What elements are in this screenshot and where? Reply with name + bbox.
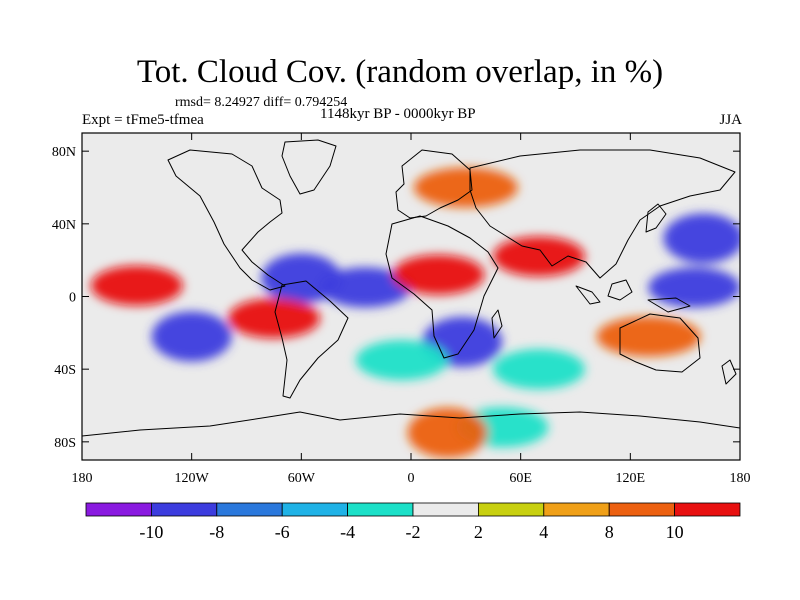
field-anomaly-2 [151, 311, 232, 362]
lon-tick-label: 120W [175, 471, 210, 486]
chart-title: Tot. Cloud Cov. (random overlap, in %) [136, 54, 664, 90]
coast-greenland [281, 139, 337, 195]
colorbar-label: 10 [666, 522, 684, 542]
colorbar-label: -8 [209, 522, 224, 542]
colorbar-swatch [674, 502, 741, 517]
map-axes: 180 120W 60W 0 60E 120E 180 80N 40N 0 40S 80S [52, 133, 751, 486]
period-label: 1148kyr BP - 0000kyr BP [320, 106, 476, 122]
coast-south-america [274, 280, 349, 399]
coast-asia [469, 149, 736, 279]
lat-tick-label: 40N [52, 218, 76, 233]
lon-tick-label: 180 [730, 471, 751, 486]
colorbar-label: -4 [340, 522, 355, 542]
coast-japan [645, 203, 667, 233]
field-anomaly-13 [492, 349, 585, 390]
coast-madagascar [491, 309, 503, 339]
colorbar-swatch [477, 502, 545, 517]
colorbar-swatch [608, 502, 676, 517]
colorbar-label: -6 [275, 522, 290, 542]
lat-tick-label: 80S [54, 436, 76, 451]
field-anomaly-1 [261, 253, 342, 304]
colorbar-label: 2 [474, 522, 483, 542]
coast-north-america [167, 149, 286, 291]
coast-europe [395, 149, 473, 219]
lon-tick-label: 120E [616, 471, 646, 486]
stats-line: rmsd= 8.24927 diff= 0.794254 [175, 95, 348, 110]
colorbar: -10 -8 -6 -4 -2 2 4 8 10 [85, 502, 741, 542]
colorbar-label: 4 [539, 522, 548, 542]
field-anomaly-3 [90, 265, 183, 306]
experiment-label: Expt = tFme5-tfmea [82, 112, 204, 128]
lon-tick-label: 60W [288, 471, 316, 486]
coast-borneo [607, 279, 633, 301]
season-label: JJA [719, 112, 742, 128]
colorbar-label: -2 [406, 522, 421, 542]
lat-tick-label: 80N [52, 145, 76, 160]
coastlines [82, 139, 740, 437]
field-anomaly-15 [407, 407, 488, 458]
coast-antarctica [82, 411, 740, 437]
coast-new-zealand [721, 359, 737, 385]
coast-sumatra [575, 285, 601, 305]
field-anomaly-8 [663, 213, 740, 264]
map-background [82, 133, 740, 460]
colorbar-label: 8 [605, 522, 614, 542]
field-anomaly-4 [227, 298, 320, 339]
colorbar-swatch [347, 502, 414, 517]
field-anomaly-6 [492, 236, 585, 277]
field-anomaly-11 [413, 167, 518, 208]
colorbar-swatch [150, 502, 218, 517]
lat-tick-label: 0 [69, 291, 76, 306]
lon-tick-label: 0 [408, 471, 415, 486]
lat-tick-label: 40S [54, 363, 76, 378]
coast-australia [619, 313, 701, 373]
lon-tick-label: 180 [72, 471, 93, 486]
field-anomaly-7 [648, 267, 740, 308]
colorbar-swatch [543, 502, 610, 517]
colorbar-swatch [281, 502, 349, 517]
field-anomaly-10 [596, 316, 701, 357]
field-anomaly-0 [319, 267, 412, 308]
coast-africa [385, 215, 499, 359]
cloud-field [90, 167, 740, 458]
colorbar-swatch [216, 502, 283, 517]
colorbar-label: -10 [139, 522, 163, 542]
field-anomaly-12 [355, 340, 448, 381]
lon-tick-label: 60E [509, 471, 532, 486]
colorbar-swatch [85, 502, 152, 517]
colorbar-swatch [412, 502, 479, 517]
field-anomaly-5 [392, 254, 485, 295]
coast-new-guinea [647, 297, 691, 313]
